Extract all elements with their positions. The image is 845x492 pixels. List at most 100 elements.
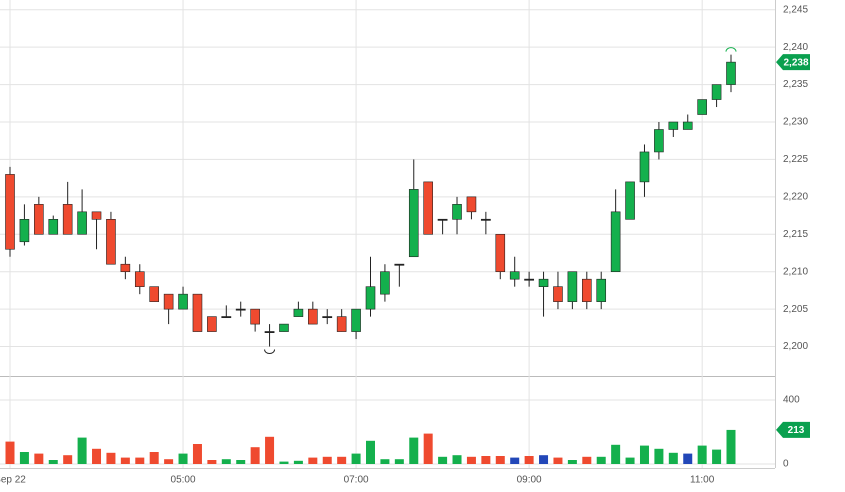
candle-body [221,316,232,319]
volume-bar [683,453,693,464]
candle-body [466,196,477,213]
x-tick-label: 11:00 [690,475,715,486]
candle-body [423,181,433,235]
volume-bar [149,452,159,464]
volume-bar [366,440,375,464]
volume-bar [611,444,621,464]
x-tick-label: 07:00 [344,475,369,486]
y-tick-label: 2,225 [783,154,808,165]
volume-bar [63,455,73,464]
volume-bar [34,453,44,464]
candle-body [264,331,275,333]
candle-body [322,316,333,319]
candle-body [5,174,15,250]
candle-body [250,308,260,325]
candle-body [625,181,635,220]
volume-bar [380,459,390,464]
volume-bar [77,437,87,464]
volume-bar [553,457,563,464]
candle-body [553,286,563,302]
volume-bar [596,456,606,464]
candle-body [408,189,419,258]
candle-body [134,271,145,287]
candle-body [48,219,59,235]
last-price-tag: 2,238 [783,57,808,68]
volume-bar [668,452,678,464]
volume-bar [293,460,303,464]
volume-bar [236,460,246,464]
candle-body [682,121,693,130]
volume-bar [639,445,649,464]
candle-body [452,204,462,220]
candle-body [394,263,405,266]
volume-bar [120,457,130,464]
candle-body [178,293,188,310]
last-volume-tag-bg [776,421,810,438]
x-tick-label: Sep 22 [0,475,26,486]
volume-bar [481,456,491,464]
volume-bar [466,456,476,464]
volume-bar [510,457,520,464]
candle-body [279,323,289,332]
volume-bar [654,448,664,464]
volume-bar [106,452,116,464]
candle-body [365,286,376,310]
y-tick-label: 2,210 [783,266,808,277]
candle-body [480,218,491,221]
volume-bar [452,455,462,464]
candle-body [538,278,549,287]
candle-body [91,211,102,220]
volume-bar [409,437,419,464]
volume-bar [221,459,231,464]
y-tick-label: 2,220 [783,191,808,202]
candle-body [308,308,318,325]
volume-bar [423,433,433,464]
candle-body [509,271,520,280]
candle-body [106,219,116,265]
volume-bar [337,456,347,464]
volume-bar [322,456,332,464]
y-tick-label: 2,230 [783,117,808,128]
y-tick-label: 2,235 [783,79,808,90]
last-price-tag-bg [776,54,810,71]
candle-body [726,61,736,85]
high-marker [725,47,737,52]
y-tick-label: 2,215 [783,229,808,240]
candle-body [192,293,203,332]
candle-body [235,308,246,311]
last-volume-tag: 213 [788,425,805,436]
volume-bar [697,445,707,464]
candle-body [495,233,506,273]
volume-bar [524,456,534,464]
volume-bar [394,459,404,464]
y-tick-label: 2,205 [783,304,808,315]
volume-bar [726,429,736,464]
y2-tick-label: 400 [783,395,800,406]
volume-bar [92,448,102,464]
candle-body [437,218,448,221]
volume-bar [495,456,505,464]
candle-body [711,84,722,100]
y-tick-label: 2,240 [783,42,808,53]
candle-body [654,129,664,153]
candle-body [567,271,578,302]
volume-bar [712,449,722,464]
volume-bar [178,453,188,464]
volume-bar [567,460,577,464]
candle-body [62,204,73,235]
volume-bar [192,444,202,464]
candle-body [34,204,44,235]
candle-body [581,278,592,302]
low-marker [264,349,276,354]
volume-bar [48,460,58,464]
candle-body [639,151,650,183]
y-tick-label: 2,200 [783,341,808,352]
y2-tick-label: 0 [783,459,789,470]
volume-bar [438,456,448,464]
volume-bar [250,447,260,464]
candle-body [351,308,361,332]
volume-bar [207,460,217,464]
volume-bar [164,459,174,464]
